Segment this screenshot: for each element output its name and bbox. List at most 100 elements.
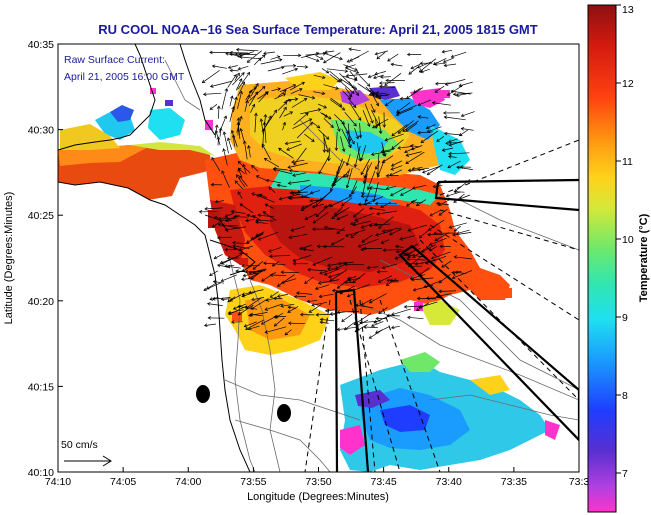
current-vector-head	[373, 222, 378, 227]
current-vector-head	[239, 78, 243, 82]
current-vector	[408, 169, 425, 171]
current-vector	[371, 321, 384, 327]
current-vector	[313, 74, 325, 79]
current-vector	[389, 169, 403, 176]
current-vector-head	[374, 201, 379, 206]
current-vector-head	[291, 160, 295, 164]
y-tick-label: 40:15	[28, 381, 54, 393]
current-vector-head	[368, 92, 373, 97]
current-vector	[245, 218, 255, 222]
current-vector-head	[241, 268, 246, 272]
current-vector-head	[239, 203, 244, 207]
current-vector-head	[231, 134, 236, 138]
current-vector-head	[230, 129, 235, 134]
current-vector	[412, 184, 427, 189]
current-vector-head	[424, 260, 429, 265]
current-vector-head	[232, 240, 236, 245]
current-vector-head	[212, 279, 217, 284]
current-vector-head	[202, 92, 207, 97]
current-vector	[288, 180, 310, 184]
current-vector	[347, 292, 356, 297]
current-vector-head	[278, 58, 283, 62]
current-vector	[386, 278, 397, 286]
current-vector	[445, 141, 462, 144]
current-vector-head	[255, 175, 260, 179]
current-vector	[240, 203, 254, 214]
current-vector	[312, 256, 333, 266]
current-vector	[256, 175, 267, 181]
current-vector	[324, 226, 345, 231]
current-vector	[408, 255, 423, 267]
current-vector-head	[407, 315, 411, 320]
current-vector	[214, 253, 223, 259]
current-vector-head	[321, 75, 326, 80]
current-vector-head	[360, 157, 364, 162]
current-vector	[243, 272, 260, 277]
current-vector-head	[448, 142, 453, 147]
current-vector	[320, 112, 328, 118]
current-vector-head	[448, 151, 452, 156]
current-vector-head	[283, 106, 287, 111]
current-vector	[289, 170, 299, 173]
current-vector	[221, 298, 230, 300]
colorbar-tick-label: 13	[622, 4, 634, 16]
current-vector	[452, 270, 473, 279]
current-vector-head	[273, 109, 278, 114]
current-vector-head	[460, 113, 465, 118]
current-vector-head	[352, 222, 357, 227]
current-vector	[296, 122, 313, 139]
current-vector-head	[307, 267, 311, 272]
current-vector-head	[315, 58, 320, 63]
colorbar-tick-label: 10	[622, 234, 634, 246]
current-vector-head	[337, 128, 341, 132]
current-vector-head	[251, 297, 255, 302]
current-vector	[352, 272, 366, 283]
current-vector-head	[324, 114, 328, 118]
current-vector-head	[282, 93, 287, 97]
current-vector-head	[348, 47, 352, 52]
current-vector-head	[220, 278, 225, 283]
current-vector-head	[354, 303, 359, 308]
current-vector	[405, 151, 425, 164]
current-vector-head	[255, 83, 259, 87]
current-vector-head	[284, 141, 289, 146]
current-vector	[426, 126, 442, 133]
current-vector-head	[241, 292, 246, 296]
x-axis: 74:10 74:05 74:00 73:55 73:50 73:45 73:40 73:35…	[45, 467, 589, 488]
current-vector-head	[406, 52, 411, 57]
current-vector-head	[453, 189, 458, 194]
current-vector-head	[206, 286, 210, 290]
current-vector	[372, 94, 388, 96]
current-vector-head	[288, 196, 293, 200]
current-vector-head	[350, 234, 355, 239]
current-vector-head	[415, 202, 420, 206]
current-vector	[400, 187, 415, 196]
current-vector	[232, 242, 250, 245]
current-vector-head	[292, 173, 296, 177]
current-vector	[346, 73, 368, 77]
current-vector	[438, 208, 448, 216]
colorbar-ticks: 13 12 11 10 9 8 7	[616, 4, 634, 480]
current-vector	[309, 199, 321, 202]
current-vector	[407, 316, 424, 320]
current-vector-head	[314, 286, 319, 290]
current-vector-head	[277, 87, 281, 91]
current-vector	[382, 263, 397, 269]
current-vector	[248, 268, 266, 274]
current-vector-head	[403, 252, 408, 257]
current-vector-head	[230, 209, 235, 214]
current-vector	[237, 51, 255, 58]
current-vector	[264, 122, 267, 143]
current-vector-head	[336, 327, 341, 332]
current-vector	[328, 147, 331, 161]
current-vector-head	[227, 65, 232, 70]
current-vector-head	[345, 162, 350, 167]
current-vector-head	[355, 92, 359, 97]
current-vector-head	[316, 124, 321, 129]
current-vector-head	[237, 160, 242, 165]
current-vector-head	[438, 212, 443, 216]
current-vector	[354, 212, 375, 221]
current-vector	[212, 297, 231, 300]
current-vector-head	[445, 193, 450, 198]
current-vector	[236, 116, 242, 133]
